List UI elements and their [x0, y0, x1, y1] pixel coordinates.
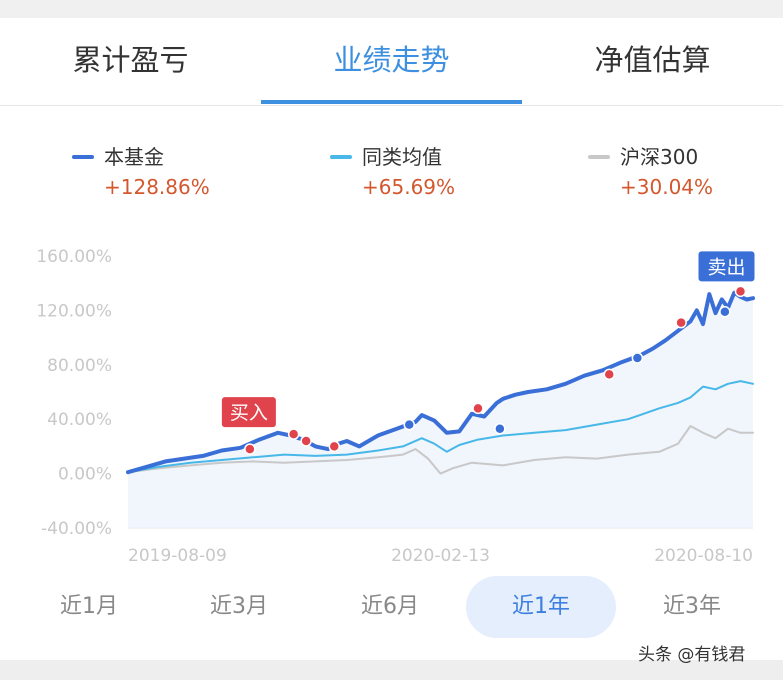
buy-annotation-box	[221, 397, 276, 428]
x-tick-label: 2020-02-13	[391, 546, 490, 563]
buy-point	[287, 428, 300, 440]
sell-point	[403, 418, 415, 431]
legend-peer-name: 同类均值	[362, 145, 442, 169]
fund-card: 累计盈亏 业绩走势 净值估算 本基金 +128.86% 同类均值 +65.69%…	[0, 18, 783, 660]
buy-point	[734, 285, 747, 298]
y-tick-label: -40.00%	[41, 519, 112, 539]
tab-nav-estimate[interactable]: 净值估算	[594, 43, 711, 77]
y-tick-label: 160.00%	[36, 247, 112, 267]
series-line-1	[127, 380, 754, 474]
buy-point	[244, 443, 256, 455]
series-line-0	[126, 290, 755, 475]
buy-point	[472, 402, 484, 415]
sell-point	[631, 352, 644, 364]
fund-area	[128, 292, 753, 528]
x-tick-label: 2019-08-09	[128, 546, 227, 563]
sell-annotation-box	[698, 251, 755, 282]
period-6m[interactable]: 近6月	[361, 594, 419, 619]
y-tick-label: 120.00%	[36, 301, 112, 321]
legend-fund-name: 本基金	[104, 145, 164, 169]
legend-fund-value: +128.86%	[104, 175, 210, 199]
performance-chart: 160.00% 120.00% 80.00% 40.00% 0.00% -40.00% 20…	[36, 247, 755, 563]
buy-annotation-label: 买入	[230, 402, 268, 424]
x-tick-label: 2020-08-10	[654, 546, 753, 563]
series-line-2	[127, 425, 754, 475]
legend-csi300-name: 沪深300	[620, 145, 699, 169]
tab-cumulative-pnl[interactable]: 累计盈亏	[72, 43, 189, 77]
period-selector: 近1月 近3月 近6月 近1年 近3年	[0, 576, 783, 638]
legend-peer-value: +65.69%	[362, 175, 456, 199]
sell-point	[719, 306, 731, 318]
tab-performance-trend[interactable]: 业绩走势	[333, 43, 450, 77]
period-1y[interactable]: 近1年	[466, 576, 616, 638]
sell-point	[494, 422, 506, 435]
y-tick-label: 80.00%	[47, 356, 112, 376]
buy-point	[603, 368, 615, 381]
legend-fund-swatch	[72, 155, 94, 159]
y-tick-label: 40.00%	[47, 410, 112, 430]
y-tick-label: 0.00%	[58, 465, 112, 485]
buy-point	[300, 435, 312, 447]
buy-point	[675, 316, 687, 329]
watermark: 头条 @有钱君	[638, 645, 746, 665]
legend-csi300-swatch	[588, 155, 610, 159]
tab-bar: 累计盈亏 业绩走势 净值估算	[0, 18, 783, 106]
legend-peer-swatch	[330, 155, 352, 159]
legend-csi300-value: +30.04%	[620, 175, 714, 199]
period-1m[interactable]: 近1月	[60, 594, 118, 619]
active-tab-indicator	[261, 100, 522, 104]
sell-annotation-label: 卖出	[707, 256, 745, 278]
bottom-strip	[0, 660, 783, 680]
top-strip	[0, 0, 783, 18]
period-3y[interactable]: 近3年	[663, 594, 721, 619]
buy-point	[328, 440, 340, 453]
period-3m[interactable]: 近3月	[210, 594, 268, 619]
